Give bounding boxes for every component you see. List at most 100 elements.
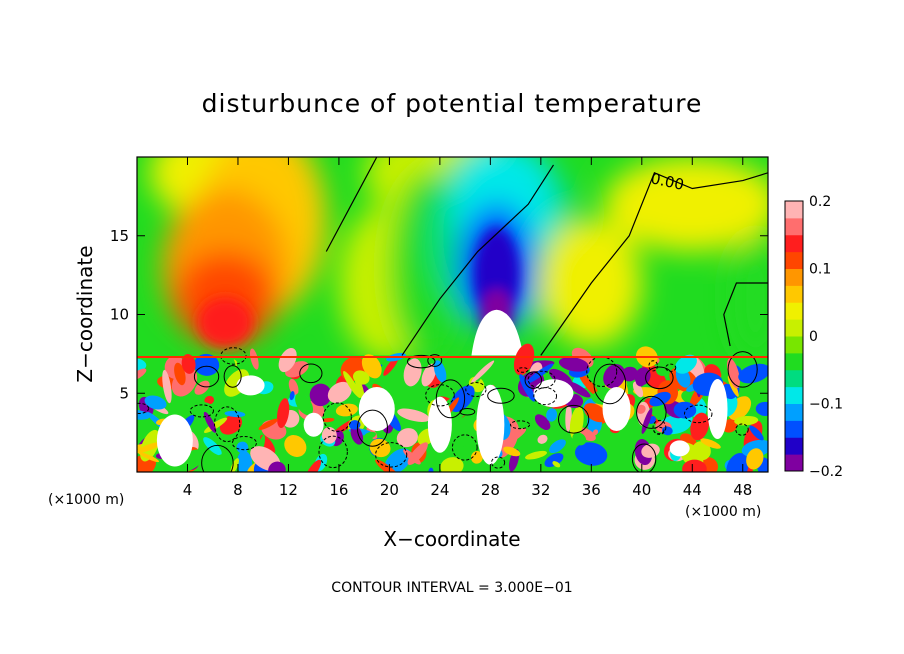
contour-ring [487, 387, 515, 404]
turbulent-cell [144, 395, 167, 410]
turbulent-cell [700, 438, 721, 449]
turbulent-cell [249, 348, 259, 370]
turbulent-cell [497, 428, 527, 448]
turbulent-cell [549, 368, 573, 387]
turbulent-cell [295, 392, 314, 416]
turbulent-cell [440, 457, 464, 472]
out-of-range-patch [156, 414, 193, 467]
contour-ring [223, 365, 242, 388]
turbulent-cell [289, 391, 295, 401]
contour-ring [645, 366, 674, 390]
turbulent-cell [421, 363, 437, 387]
turbulent-cell [204, 395, 215, 405]
colorbar-swatch [785, 369, 803, 388]
contour-line [723, 282, 768, 347]
turbulent-cell [397, 408, 430, 422]
colorbar-tick-label: 0.1 [809, 262, 831, 278]
turbulent-cell [288, 378, 299, 396]
contour-ring [557, 404, 590, 434]
turbulent-cell [343, 370, 361, 398]
contour-ring [406, 354, 436, 369]
x-tick-label: 32 [531, 481, 550, 499]
turbulent-cell [682, 459, 707, 472]
x-tick-label: 16 [329, 481, 348, 499]
y-tick-label: 5 [119, 384, 129, 402]
lower-layer-field [137, 343, 768, 472]
colorbar-tick-label: −0.1 [809, 397, 843, 413]
field-blob [603, 157, 768, 252]
colorbar-swatch [785, 302, 803, 320]
x-tick-label: 4 [183, 481, 193, 499]
contour-line [325, 157, 378, 252]
turbulent-cell [138, 452, 160, 463]
contour-ring [459, 408, 476, 416]
contour-ring [593, 363, 627, 405]
colorbar: 0.2 0.1 0 −0.1 −0.2 [784, 194, 843, 480]
turbulent-cell [632, 381, 644, 398]
contour-ring [586, 356, 618, 387]
turbulent-cell [572, 432, 587, 446]
turbulent-cell [361, 354, 382, 379]
turbulent-cell [566, 381, 591, 398]
contour-ring [193, 365, 220, 388]
turbulent-cell [197, 402, 220, 426]
turbulent-cell [305, 459, 322, 472]
contour-ring [665, 363, 677, 372]
turbulent-cell [450, 385, 475, 413]
x-unit-right: (×1000 m) [685, 504, 761, 520]
colorbar-swatch [785, 201, 803, 219]
turbulent-cell [396, 428, 418, 448]
out-of-range-patch [358, 387, 395, 431]
turbulent-cell [174, 362, 186, 386]
turbulent-cell [552, 461, 561, 468]
contour-ring [516, 367, 529, 373]
turbulent-cell [137, 442, 162, 454]
contour-ring [299, 363, 323, 384]
turbulent-cell [407, 442, 428, 465]
contour-ring [465, 382, 487, 398]
turbulent-cell [364, 431, 377, 439]
colorbar-tick-label: −0.2 [809, 464, 843, 480]
turbulent-cell [236, 441, 249, 454]
turbulent-cell [181, 354, 196, 374]
contour-ring [220, 347, 247, 365]
turbulent-cell [726, 452, 749, 472]
contour-ring [491, 456, 506, 469]
turbulent-cell [137, 454, 157, 472]
turbulent-cell [673, 401, 697, 419]
x-tick-label: 24 [430, 481, 449, 499]
contour-ring [189, 404, 214, 418]
turbulent-cell [137, 368, 147, 381]
contour-ring [214, 406, 241, 443]
out-of-range-patch [533, 379, 574, 408]
y-axis-label: Z−coordinate [73, 245, 97, 382]
turbulent-cell [549, 439, 566, 454]
out-of-range-patch [427, 396, 452, 453]
contour-interval-note: CONTOUR INTERVAL = 3.000E−01 [331, 580, 572, 596]
contour-ring [631, 443, 657, 472]
turbulent-cell [217, 454, 227, 463]
out-of-range-patch [476, 384, 505, 465]
turbulent-cell [738, 363, 768, 384]
turbulent-cell [592, 429, 599, 436]
turbulent-cell [224, 410, 246, 418]
contour-ring [727, 351, 758, 388]
turbulent-cell [276, 398, 290, 429]
turbulent-cell [726, 358, 740, 389]
turbulent-cell [755, 401, 768, 416]
contour-ring [425, 384, 455, 407]
x-axis: 4 8 12 16 20 24 28 32 36 40 44 48 [183, 157, 752, 499]
turbulent-cell [322, 417, 335, 423]
turbulent-cell [503, 446, 521, 457]
contour-ring [509, 420, 531, 430]
turbulent-cell [456, 445, 468, 460]
turbulent-cell [278, 347, 297, 373]
colorbar-swatch [785, 420, 803, 438]
contour-ring [735, 423, 749, 436]
turbulent-cell [350, 425, 364, 445]
turbulent-cell [162, 369, 172, 404]
turbulent-cell [621, 366, 638, 382]
turbulent-cell [641, 407, 653, 434]
out-of-range-patch [669, 440, 690, 457]
